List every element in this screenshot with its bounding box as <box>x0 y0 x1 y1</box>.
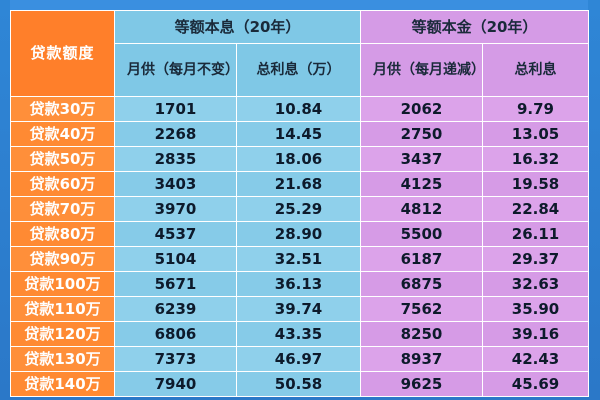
table-row: 贷款50万 2835 18.06 3437 16.32 <box>10 146 589 172</box>
table-row: 贷款60万 3403 21.68 4125 19.58 <box>10 171 589 197</box>
equal-principal-interest-cell: 13.05 <box>482 121 589 147</box>
loan-amount-cell: 贷款90万 <box>10 246 115 272</box>
equal-principal-monthly-cell: 9625 <box>360 371 483 397</box>
equal-principal-interest-cell: 42.43 <box>482 346 589 372</box>
table-body: 贷款30万 1701 10.84 2062 9.79 贷款40万 2268 14.45 2750… <box>10 96 589 397</box>
top-strip <box>10 0 588 10</box>
loan-amount-cell: 贷款80万 <box>10 221 115 247</box>
header-row-top: 贷款额度 等额本息（20年） 等额本金（20年） <box>10 10 589 97</box>
table-row: 贷款130万 7373 46.97 8937 42.43 <box>10 346 589 372</box>
equal-payment-monthly-cell: 5671 <box>114 271 237 297</box>
equal-payment-interest-cell: 50.58 <box>236 371 361 397</box>
loan-amount-cell: 贷款70万 <box>10 196 115 222</box>
equal-payment-monthly-cell: 6239 <box>114 296 237 322</box>
equal-payment-interest-cell: 46.97 <box>236 346 361 372</box>
equal-principal-interest-cell: 45.69 <box>482 371 589 397</box>
equal-principal-monthly-cell: 4125 <box>360 171 483 197</box>
equal-payment-interest-cell: 28.90 <box>236 221 361 247</box>
header-equal-principal: 等额本金（20年） <box>360 10 589 44</box>
equal-principal-interest-cell: 9.79 <box>482 96 589 122</box>
equal-payment-monthly-cell: 4537 <box>114 221 237 247</box>
equal-payment-interest-cell: 36.13 <box>236 271 361 297</box>
table-row: 贷款140万 7940 50.58 9625 45.69 <box>10 371 589 397</box>
equal-principal-interest-cell: 35.90 <box>482 296 589 322</box>
equal-payment-monthly-cell: 3970 <box>114 196 237 222</box>
loan-amount-cell: 贷款130万 <box>10 346 115 372</box>
equal-payment-interest-cell: 18.06 <box>236 146 361 172</box>
header-loan-amount: 贷款额度 <box>10 10 115 97</box>
header-monthly-fixed: 月供（每月不变） <box>114 43 239 97</box>
equal-principal-monthly-cell: 6187 <box>360 246 483 272</box>
table-row: 贷款100万 5671 36.13 6875 32.63 <box>10 271 589 297</box>
loan-amount-cell: 贷款100万 <box>10 271 115 297</box>
equal-payment-interest-cell: 39.74 <box>236 296 361 322</box>
equal-principal-monthly-cell: 8937 <box>360 346 483 372</box>
equal-principal-interest-cell: 26.11 <box>482 221 589 247</box>
equal-payment-interest-cell: 14.45 <box>236 121 361 147</box>
equal-principal-interest-cell: 39.16 <box>482 321 589 347</box>
equal-payment-monthly-cell: 7940 <box>114 371 237 397</box>
loan-amount-cell: 贷款50万 <box>10 146 115 172</box>
table-row: 贷款40万 2268 14.45 2750 13.05 <box>10 121 589 147</box>
loan-amount-cell: 贷款40万 <box>10 121 115 147</box>
equal-payment-monthly-cell: 3403 <box>114 171 237 197</box>
loan-amount-cell: 贷款120万 <box>10 321 115 347</box>
equal-principal-monthly-cell: 2750 <box>360 121 483 147</box>
equal-principal-interest-cell: 32.63 <box>482 271 589 297</box>
loan-amount-cell: 贷款30万 <box>10 96 115 122</box>
equal-payment-interest-cell: 25.29 <box>236 196 361 222</box>
equal-payment-monthly-cell: 6806 <box>114 321 237 347</box>
equal-principal-monthly-cell: 4812 <box>360 196 483 222</box>
table-row: 贷款30万 1701 10.84 2062 9.79 <box>10 96 589 122</box>
loan-amount-cell: 贷款140万 <box>10 371 115 397</box>
equal-payment-monthly-cell: 5104 <box>114 246 237 272</box>
equal-payment-monthly-cell: 2268 <box>114 121 237 147</box>
equal-payment-monthly-cell: 2835 <box>114 146 237 172</box>
loan-table-container: 贷款额度 等额本息（20年） 等额本金（20年） 月供（每月不变） 总利息（万）… <box>10 10 589 397</box>
equal-principal-monthly-cell: 7562 <box>360 296 483 322</box>
equal-principal-interest-cell: 29.37 <box>482 246 589 272</box>
table-row: 贷款80万 4537 28.90 5500 26.11 <box>10 221 589 247</box>
header-total-interest: 总利息 <box>482 43 589 97</box>
table-row: 贷款110万 6239 39.74 7562 35.90 <box>10 296 589 322</box>
equal-payment-interest-cell: 32.51 <box>236 246 361 272</box>
equal-payment-monthly-cell: 1701 <box>114 96 237 122</box>
equal-payment-interest-cell: 10.84 <box>236 96 361 122</box>
equal-principal-interest-cell: 19.58 <box>482 171 589 197</box>
equal-payment-interest-cell: 21.68 <box>236 171 361 197</box>
header-total-interest-wan: 总利息（万） <box>236 43 361 97</box>
equal-principal-monthly-cell: 2062 <box>360 96 483 122</box>
equal-principal-interest-cell: 16.32 <box>482 146 589 172</box>
equal-principal-monthly-cell: 3437 <box>360 146 483 172</box>
header-equal-payment: 等额本息（20年） <box>114 10 361 44</box>
header-monthly-decreasing: 月供（每月递减） <box>360 43 485 97</box>
table-row: 贷款70万 3970 25.29 4812 22.84 <box>10 196 589 222</box>
equal-principal-monthly-cell: 6875 <box>360 271 483 297</box>
equal-principal-monthly-cell: 5500 <box>360 221 483 247</box>
loan-amount-cell: 贷款60万 <box>10 171 115 197</box>
header-row-sub: 月供（每月不变） 总利息（万） 月供（每月递减） 总利息 <box>11 43 589 97</box>
equal-principal-monthly-cell: 8250 <box>360 321 483 347</box>
loan-amount-cell: 贷款110万 <box>10 296 115 322</box>
equal-payment-interest-cell: 43.35 <box>236 321 361 347</box>
equal-principal-interest-cell: 22.84 <box>482 196 589 222</box>
equal-payment-monthly-cell: 7373 <box>114 346 237 372</box>
table-row: 贷款90万 5104 32.51 6187 29.37 <box>10 246 589 272</box>
loan-comparison-table: 贷款额度 等额本息（20年） 等额本金（20年） 月供（每月不变） 总利息（万）… <box>10 10 589 397</box>
table-row: 贷款120万 6806 43.35 8250 39.16 <box>10 321 589 347</box>
